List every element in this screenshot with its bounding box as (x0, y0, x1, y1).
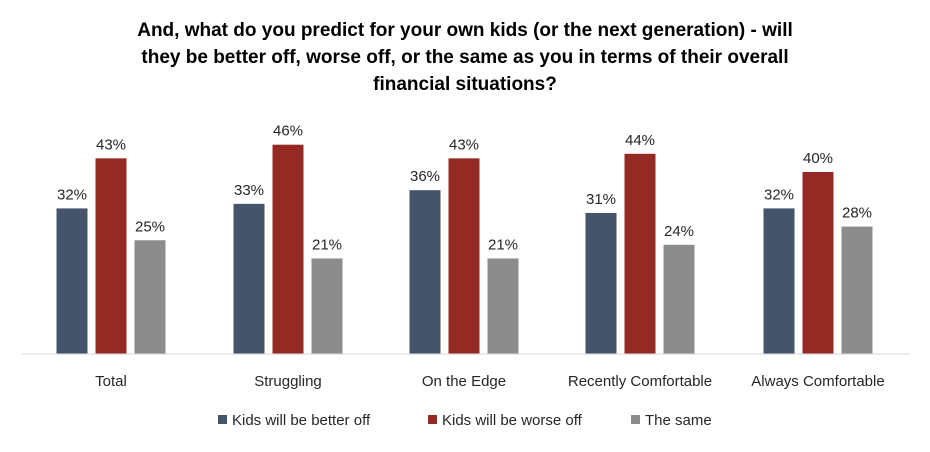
chart-title-line-2: they be better off, worse off, or the sa… (141, 47, 788, 68)
data-label-2-2: 46% (273, 123, 303, 140)
legend-swatch-2 (428, 415, 437, 424)
data-label-3-4: 24% (664, 223, 694, 240)
legend-label-3: The same (645, 412, 712, 429)
legend-label-1: Kids will be better off (232, 412, 371, 429)
data-label-3-1: 25% (135, 218, 165, 235)
data-label-3-3: 21% (488, 236, 518, 253)
bar-3-5 (841, 226, 873, 354)
data-label-2-4: 44% (625, 132, 655, 149)
legend: Kids will be better off Kids will be wors… (218, 412, 712, 429)
chart-title-line-3: financial situations? (373, 74, 557, 95)
bar-1-5 (763, 208, 795, 354)
data-label-1-2: 33% (234, 182, 264, 199)
category-label-1: Total (95, 373, 127, 390)
data-label-2-5: 40% (803, 150, 833, 167)
data-label-1-5: 32% (764, 186, 794, 203)
legend-swatch-1 (218, 415, 227, 424)
bar-3-3 (487, 258, 519, 354)
data-label-1-3: 36% (410, 168, 440, 185)
category-label-4: Recently Comfortable (568, 373, 712, 390)
bar-2-5 (802, 172, 834, 354)
chart-title-line-1: And, what do you predict for your own ki… (137, 20, 793, 41)
category-label-3: On the Edge (422, 373, 506, 390)
data-label-2-1: 43% (96, 136, 126, 153)
data-label-1-1: 32% (57, 186, 87, 203)
bar-2-4 (624, 153, 656, 354)
legend-swatch-3 (631, 415, 640, 424)
plot-area: 32% 43% 25% Total 33% 46% 21% Struggling 36% 43% 2… (56, 123, 885, 390)
category-label-5: Always Comfortable (751, 373, 884, 390)
bar-2-3 (448, 158, 480, 354)
data-label-1-4: 31% (586, 191, 616, 208)
bar-3-1 (134, 240, 166, 354)
data-label-3-5: 28% (842, 205, 872, 222)
bar-1-3 (409, 190, 441, 354)
bar-1-1 (56, 208, 88, 354)
data-label-3-2: 21% (312, 236, 342, 253)
bar-3-4 (663, 244, 695, 354)
bar-2-1 (95, 158, 127, 354)
data-label-2-3: 43% (449, 136, 479, 153)
bar-2-2 (272, 144, 304, 354)
legend-label-2: Kids will be worse off (442, 412, 583, 429)
category-label-2: Struggling (254, 373, 322, 390)
bar-1-4 (585, 212, 617, 354)
bar-1-2 (233, 203, 265, 354)
bar-3-2 (311, 258, 343, 354)
